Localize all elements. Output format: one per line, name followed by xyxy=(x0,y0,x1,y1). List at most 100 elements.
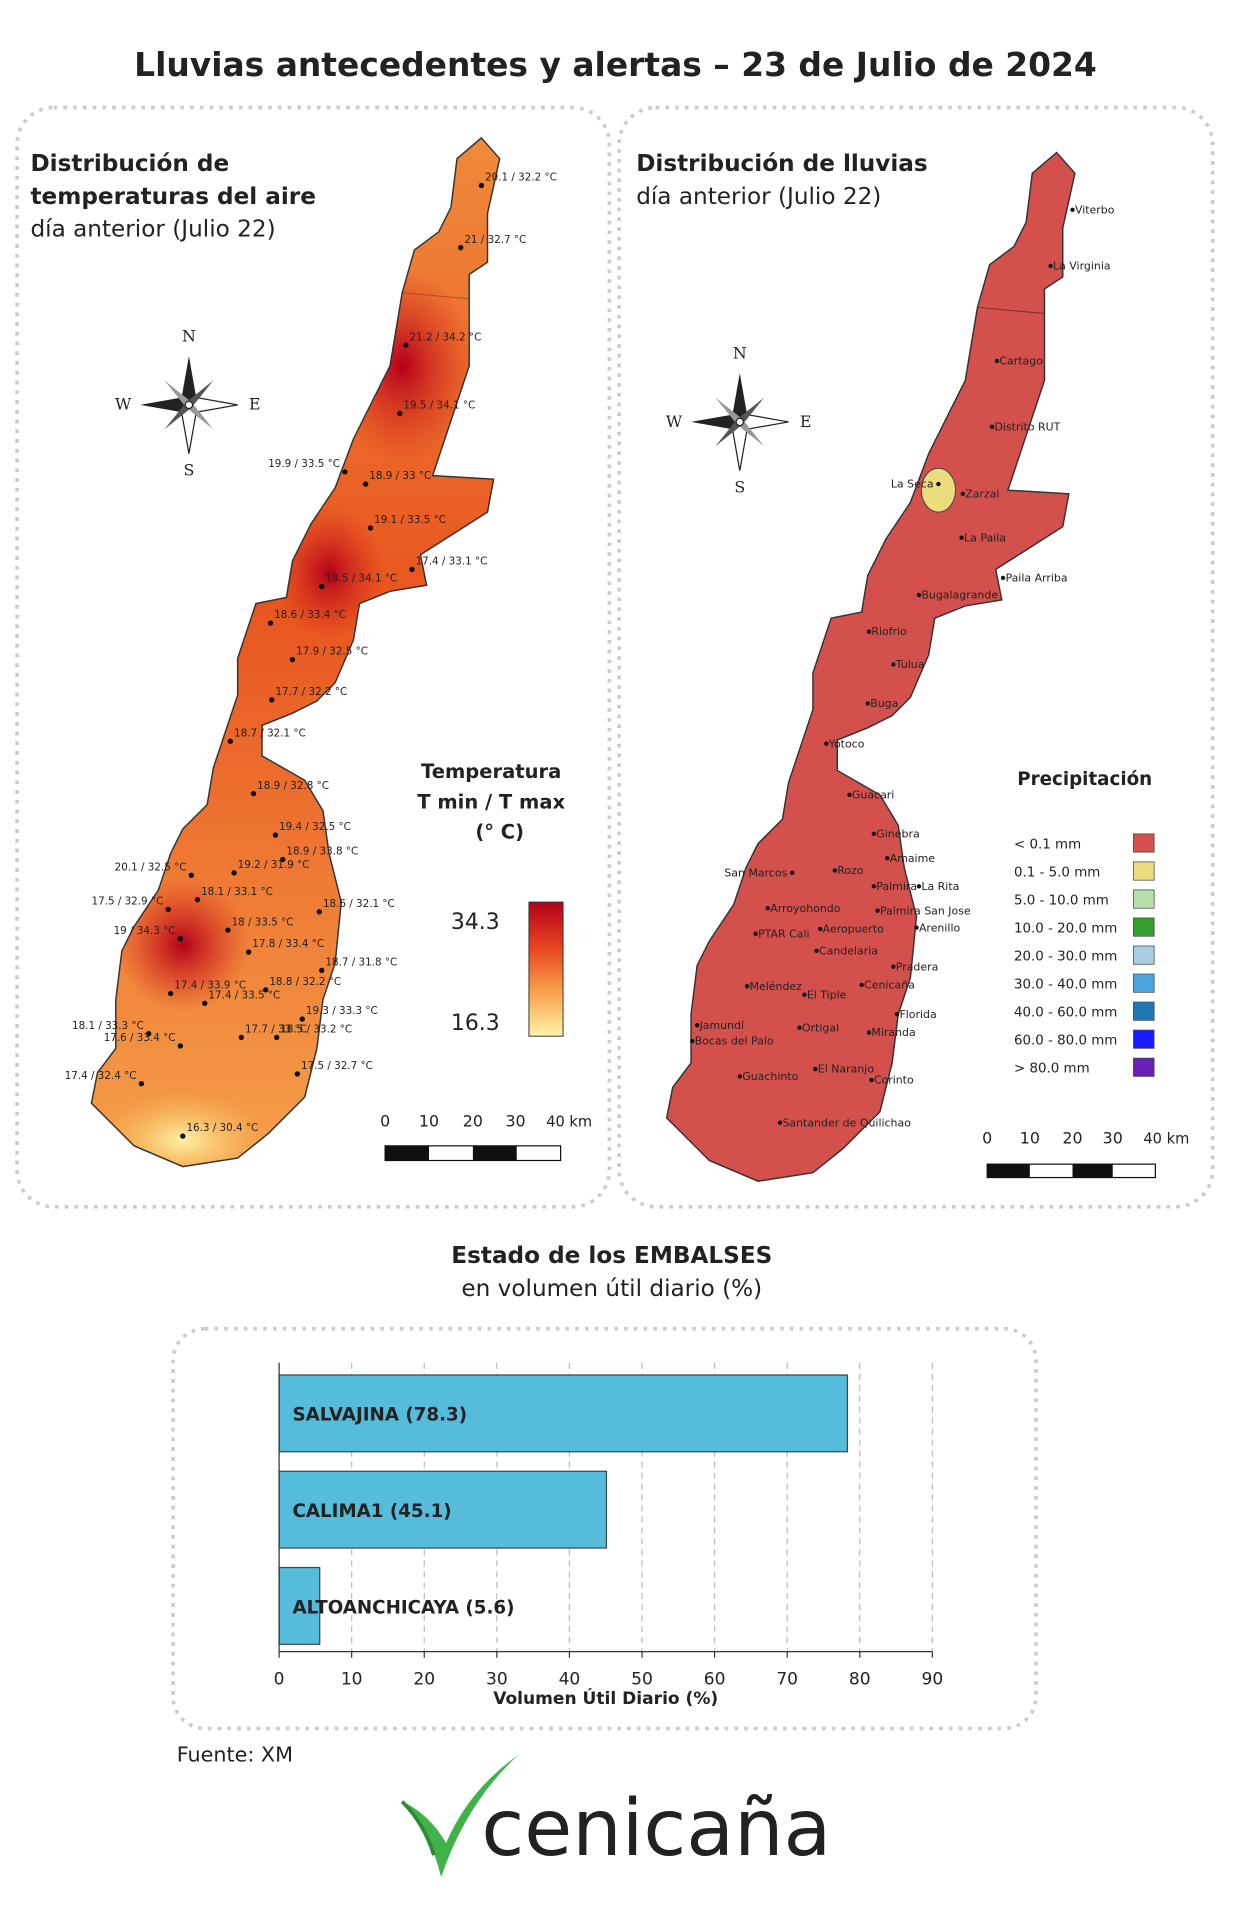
scale-label: 20 xyxy=(1062,1128,1082,1147)
compass-letter: E xyxy=(800,412,812,431)
town-label: Pradera xyxy=(896,960,939,973)
town-dot xyxy=(914,925,919,930)
town-dot xyxy=(859,982,864,988)
x-tick-label: 30 xyxy=(486,1670,508,1690)
scale-label: 30 xyxy=(1103,1128,1123,1147)
town-label: Arroyohondo xyxy=(770,902,840,915)
station-label: 17.8 / 33.4 °C xyxy=(252,938,324,950)
station-label: 17.4 / 33.1 °C xyxy=(416,556,488,568)
station-dot xyxy=(227,738,234,744)
legend-title: Precipitación xyxy=(1017,769,1152,790)
scale-label: 20 xyxy=(463,1111,483,1130)
town-label: San Marcos xyxy=(724,867,787,880)
compass-letter: N xyxy=(733,344,747,363)
legend-label: 0.1 - 5.0 mm xyxy=(1014,866,1100,881)
town-label: Paila Arriba xyxy=(1005,572,1067,585)
legend-label: 10.0 - 20.0 mm xyxy=(1014,922,1117,937)
town-label: La Rita xyxy=(921,880,959,893)
town-label: Zarzal xyxy=(965,487,999,500)
town-label: PTAR Cali xyxy=(758,927,809,940)
x-tick-label: 60 xyxy=(704,1670,726,1690)
station-dot xyxy=(367,525,374,531)
town-dot xyxy=(989,424,995,429)
legend-title: T min / T max xyxy=(417,790,565,813)
station-label: 18.9 / 33.8 °C xyxy=(286,846,358,858)
station-label: 19 / 34.3 °C xyxy=(114,925,176,937)
legend-label: 60.0 - 80.0 mm xyxy=(1014,1034,1117,1049)
station-dot xyxy=(202,1000,208,1006)
town-dot xyxy=(916,592,922,598)
logo: cenicaña xyxy=(400,1755,831,1878)
bar-chart: 0 10 20 30 40 50 60 70 80 90 SALVAJINA (78.3) CALIM… xyxy=(274,1362,943,1690)
station-label: 17.7 / 33 °C xyxy=(245,1024,307,1036)
town-dot xyxy=(891,964,896,969)
station-dot xyxy=(138,1081,145,1087)
town-dot xyxy=(824,741,829,746)
town-dot xyxy=(875,908,880,913)
town-label: Meléndez xyxy=(750,980,803,993)
town-dot xyxy=(1048,263,1053,269)
town-label: La Seca xyxy=(891,478,934,491)
map-subtitle: día anterior (Julio 22) xyxy=(636,184,881,210)
station-dot xyxy=(231,870,237,876)
legend-swatch xyxy=(1133,833,1155,853)
town-dot xyxy=(753,931,758,936)
station-label: 18.9 / 32.8 °C xyxy=(257,780,329,792)
town-dot xyxy=(960,491,966,497)
map-title: Distribución de xyxy=(30,151,229,177)
station-label: 18.6 / 32.1 °C xyxy=(323,898,395,910)
station-label: 19.4 / 32.5 °C xyxy=(279,821,351,833)
station-dot xyxy=(294,1071,301,1077)
town-dot xyxy=(694,1023,700,1028)
town-label: Buga xyxy=(870,697,898,710)
legend-label: > 80.0 mm xyxy=(1014,1062,1090,1077)
bar xyxy=(278,1470,608,1549)
chart-title: Estado de los EMBALSES xyxy=(451,1243,772,1269)
color-ramp xyxy=(528,901,564,1037)
town-label: El Tiple xyxy=(807,988,847,1001)
station-label: 17.7 / 32.2 °C xyxy=(275,686,347,698)
station-dot xyxy=(269,697,275,703)
x-tick-label: 70 xyxy=(776,1670,798,1690)
station-dot xyxy=(165,906,171,913)
town-dot xyxy=(865,701,870,706)
town-label: Ortigal xyxy=(802,1021,839,1034)
town-label: Florida xyxy=(899,1008,936,1021)
town-label: Rozo xyxy=(837,864,864,877)
town-dot xyxy=(765,906,771,911)
station-dot xyxy=(403,342,409,348)
legend-label: 40.0 - 60.0 mm xyxy=(1014,1006,1117,1021)
town-dot xyxy=(866,1030,872,1035)
town-dot xyxy=(847,792,852,798)
station-dot xyxy=(188,872,195,878)
bar-label: ALTOANCHICAYA (5.6) xyxy=(293,1597,515,1618)
station-label: 20.1 / 32.5 °C xyxy=(115,861,187,873)
station-dot xyxy=(319,583,325,590)
station-label: 18.7 / 32.1 °C xyxy=(234,727,306,739)
scale-label: 10 xyxy=(419,1111,439,1130)
scale-label: 40 km xyxy=(546,1113,592,1130)
town-dot xyxy=(916,884,922,889)
town-label: La Paila xyxy=(964,531,1006,544)
station-dot xyxy=(267,620,274,626)
towns: Viterbo La Virginia Cartago Distrito RUT La … xyxy=(690,204,1115,1129)
legend-swatch xyxy=(1133,973,1155,993)
logo-text: cenicaña xyxy=(481,1784,831,1874)
legend-min: 16.3 xyxy=(451,1011,500,1036)
rain-map xyxy=(665,151,1076,1182)
scale-label: 0 xyxy=(982,1128,992,1147)
scale-label: 10 xyxy=(1020,1128,1040,1147)
legend-swatch xyxy=(1133,917,1155,937)
station-label: 16.3 / 30.4 °C xyxy=(186,1122,258,1134)
legend-label: 5.0 - 10.0 mm xyxy=(1014,894,1109,909)
legend-swatch xyxy=(1133,1001,1155,1021)
station-dot xyxy=(250,790,257,797)
x-tick-label: 90 xyxy=(921,1670,943,1690)
town-label: Miranda xyxy=(871,1026,915,1039)
compass-letter: S xyxy=(183,461,194,480)
town-label: Palmira San Jose xyxy=(880,904,971,917)
town-label: Corinto xyxy=(874,1074,914,1087)
legend-label: 30.0 - 40.0 mm xyxy=(1014,978,1117,993)
town-label: Guachinto xyxy=(742,1070,798,1083)
